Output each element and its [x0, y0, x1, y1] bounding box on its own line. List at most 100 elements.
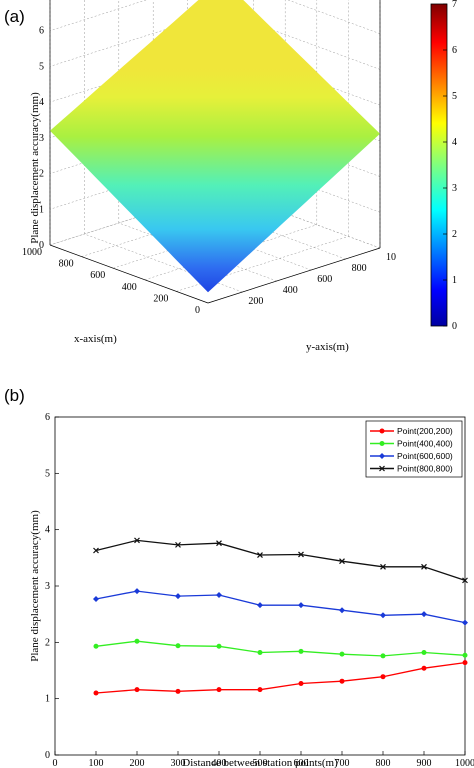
data-point	[93, 690, 99, 696]
y-tick-label: 10	[386, 252, 396, 263]
data-point	[175, 643, 181, 649]
data-point	[134, 588, 140, 595]
data-point	[216, 687, 222, 693]
line-x-axis-label: Distance between station points(m)	[182, 757, 338, 768]
data-point	[298, 680, 304, 686]
series-0	[93, 660, 468, 696]
data-point	[298, 602, 304, 609]
data-point	[298, 648, 304, 654]
x-tick-label: 500	[253, 758, 268, 768]
legend-label: Point(800,800)	[397, 464, 453, 474]
series-line	[95, 640, 466, 657]
data-point	[257, 687, 263, 693]
data-point	[380, 674, 386, 680]
x-tick-label: 300	[171, 758, 186, 768]
legend: Point(200,200) Point(400,400) Point(600,60…	[365, 420, 463, 478]
data-point	[380, 612, 386, 619]
colorbar-tick-label: 2	[452, 229, 457, 240]
data-point	[339, 678, 345, 684]
x-tick-label: 400	[122, 282, 137, 293]
data-point	[462, 660, 468, 666]
z-tick-label: 0	[39, 240, 44, 251]
data-point	[216, 592, 222, 599]
colorbar: 0 1 2 3 4 5 6 7	[430, 0, 457, 332]
data-point	[462, 619, 468, 626]
axis-edge	[49, 244, 209, 304]
line-chart-ticks: 0 100 200 300 400 500 600 700 800 900 1000 0 1 2 3 4 5 6	[45, 412, 474, 768]
data-point	[379, 453, 385, 459]
data-point	[298, 551, 304, 558]
x-tick-label: 600	[90, 270, 105, 281]
colorbar-gradient	[430, 3, 448, 327]
y-tick-label: 0	[45, 750, 50, 761]
data-point	[134, 687, 140, 693]
data-point	[462, 652, 468, 658]
colorbar-tick-label: 5	[452, 91, 457, 102]
panel-b-label: (b)	[4, 386, 25, 405]
data-point	[462, 577, 468, 584]
data-point	[257, 602, 263, 609]
colorbar-tick-label: 6	[452, 45, 457, 56]
legend-label: Point(200,200)	[397, 426, 453, 436]
y-tick-label: 400	[283, 285, 298, 296]
data-point	[421, 563, 427, 570]
data-point	[379, 441, 385, 446]
x-tick-label: 400	[212, 758, 227, 768]
series-line	[95, 661, 466, 694]
y-tick-label: 800	[352, 263, 367, 274]
data-point	[175, 593, 181, 600]
data-point	[93, 547, 99, 554]
x-tick-label: 1000	[455, 758, 474, 768]
x-axis-label: x-axis(m)	[74, 333, 117, 345]
colorbar-ticks: 0 1 2 3 4 5 6 7	[443, 0, 457, 332]
x-tick-label: 600	[294, 758, 309, 768]
panel-a-label: (a)	[4, 7, 25, 26]
data-point	[421, 665, 427, 671]
colorbar-tick-label: 4	[452, 137, 457, 148]
data-point	[339, 558, 345, 565]
y-tick-label: 1	[45, 694, 50, 705]
line-chart-series	[93, 537, 468, 696]
z-tick-label: 4	[39, 97, 44, 108]
data-point	[380, 653, 386, 659]
legend-entry: Point(800,800)	[370, 464, 453, 474]
data-point	[216, 540, 222, 547]
data-point	[421, 611, 427, 618]
data-point	[379, 428, 385, 434]
colorbar-tick-label: 0	[452, 321, 457, 332]
grid-line	[49, 0, 381, 34]
z-tick-label: 2	[39, 169, 44, 180]
y-tick-label: 200	[248, 296, 263, 307]
y-tick-label: 6	[45, 412, 50, 423]
data-point	[421, 649, 427, 655]
data-point	[380, 563, 386, 570]
colorbar-tick-label: 3	[452, 183, 457, 194]
surface	[50, 0, 380, 293]
z-axis-label: Plane displacement accuracy(mm)	[29, 92, 41, 244]
surface-mesh	[50, 0, 380, 293]
z-tick-label: 6	[39, 26, 44, 37]
data-point	[134, 638, 140, 644]
y-tick-label: 5	[45, 468, 50, 479]
x-tick-label: 200	[130, 758, 145, 768]
x-tick-label: 900	[417, 758, 432, 768]
y-axis-label: y-axis(m)	[306, 341, 349, 353]
data-point	[216, 643, 222, 649]
data-point	[257, 552, 263, 558]
z-tick-label: 1	[39, 204, 44, 215]
series-line	[95, 590, 466, 624]
data-point	[257, 649, 263, 655]
data-point	[134, 537, 140, 544]
y-tick-label: 4	[45, 525, 50, 536]
legend-entry: Point(400,400)	[370, 439, 453, 449]
series-3	[93, 537, 468, 584]
colorbar-tick-label: 1	[452, 275, 457, 286]
x-tick-label: 800	[59, 259, 74, 270]
x-tick-label: 100	[89, 758, 104, 768]
series-line	[95, 539, 466, 582]
data-point	[339, 607, 345, 614]
panel-b-line-chart: (b) 0 100 200 300 400 500 600 700 800 900 1000 0 1 2 3…	[4, 386, 474, 768]
series-1	[93, 638, 468, 659]
data-point	[175, 541, 181, 548]
